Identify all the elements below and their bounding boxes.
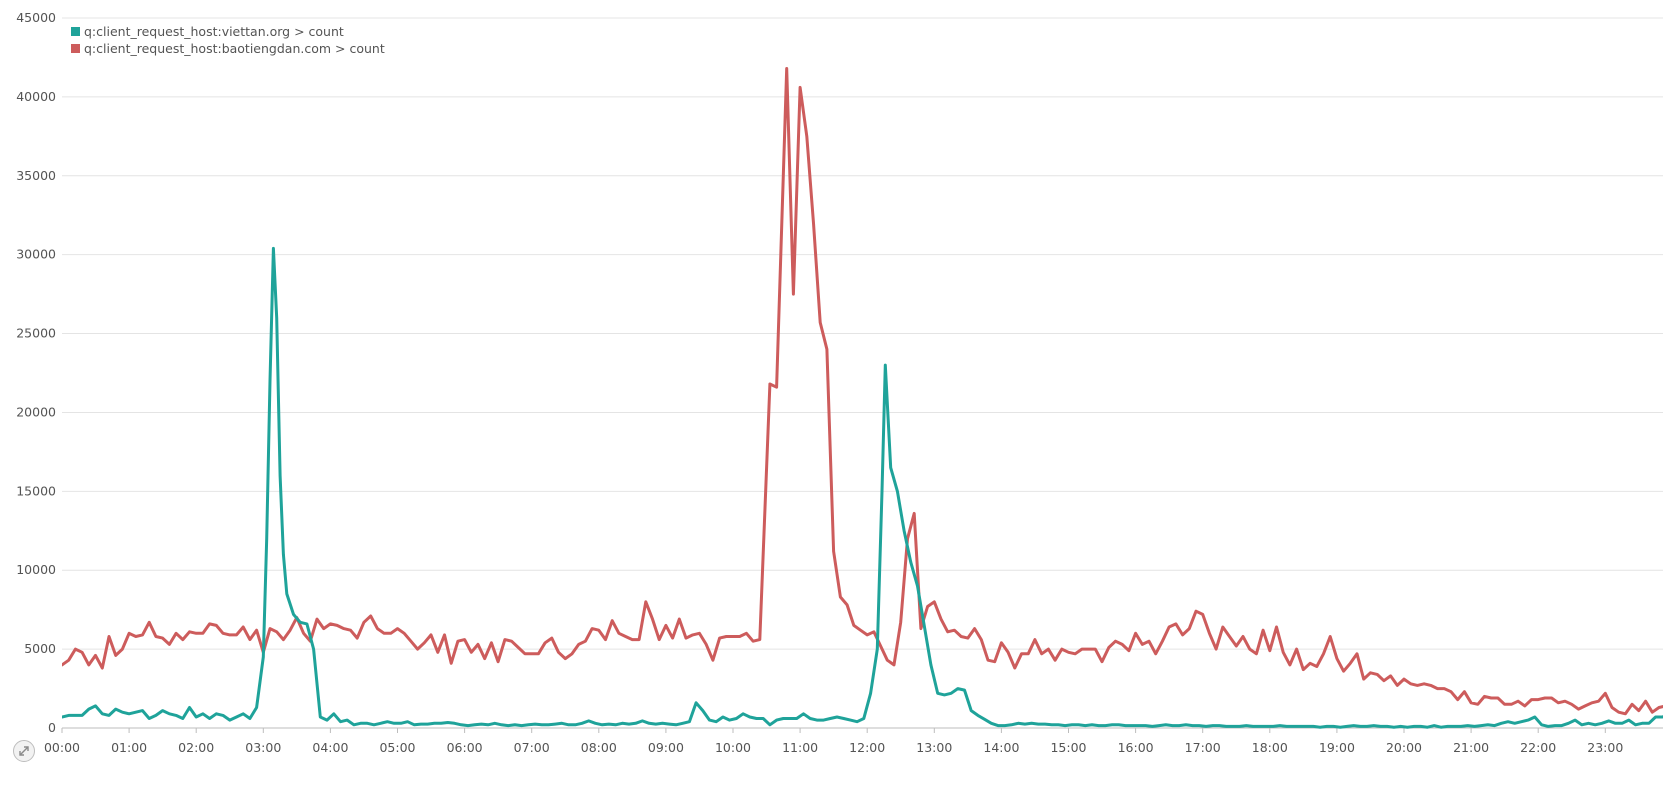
legend-label[interactable]: q:client_request_host:viettan.org > coun… bbox=[84, 24, 344, 39]
y-tick-label: 30000 bbox=[16, 247, 56, 262]
y-tick-label: 0 bbox=[48, 720, 56, 735]
y-tick-label: 35000 bbox=[16, 168, 56, 183]
x-tick-label: 12:00 bbox=[849, 740, 885, 755]
x-tick-label: 15:00 bbox=[1050, 740, 1086, 755]
x-tick-label: 04:00 bbox=[312, 740, 348, 755]
x-tick-label: 17:00 bbox=[1185, 740, 1221, 755]
x-tick-label: 16:00 bbox=[1118, 740, 1154, 755]
x-tick-label: 07:00 bbox=[514, 740, 550, 755]
series-layer bbox=[62, 67, 1677, 729]
x-tick-label: 21:00 bbox=[1453, 740, 1489, 755]
zoom-icon bbox=[19, 746, 29, 756]
y-tick-label: 25000 bbox=[16, 326, 56, 341]
x-tick-label: 18:00 bbox=[1252, 740, 1288, 755]
y-tick-label: 10000 bbox=[16, 562, 56, 577]
x-tick-label: 01:00 bbox=[111, 740, 147, 755]
legend-swatch[interactable] bbox=[71, 44, 80, 53]
x-tick-label: 23:00 bbox=[1587, 740, 1623, 755]
x-tick-label: 09:00 bbox=[648, 740, 684, 755]
grid: 0 5000 10000 15000 20000 25000 30000 35000 40000… bbox=[16, 10, 1663, 735]
y-tick-label: 20000 bbox=[16, 404, 56, 419]
legend-swatch[interactable] bbox=[71, 27, 80, 36]
x-tick-label: 10:00 bbox=[715, 740, 751, 755]
y-tick-label: 45000 bbox=[16, 10, 56, 25]
x-tick-label: 03:00 bbox=[245, 740, 281, 755]
legend-label[interactable]: q:client_request_host:baotiengdan.com > … bbox=[84, 41, 385, 56]
x-tick-label: 06:00 bbox=[447, 740, 483, 755]
x-tick-label: 22:00 bbox=[1520, 740, 1556, 755]
y-tick-label: 15000 bbox=[16, 483, 56, 498]
zoom-reset-button[interactable] bbox=[13, 740, 35, 762]
x-tick-label: 20:00 bbox=[1386, 740, 1422, 755]
series-line-0[interactable] bbox=[62, 246, 1677, 729]
x-axis: 00:00 01:00 02:00 03:00 04:00 05:00 06:00 07:00… bbox=[44, 728, 1623, 755]
x-tick-label: 19:00 bbox=[1319, 740, 1355, 755]
x-tick-label: 00:00 bbox=[44, 740, 80, 755]
y-tick-label: 40000 bbox=[16, 89, 56, 104]
legend[interactable]: q:client_request_host:viettan.org > coun… bbox=[71, 24, 385, 56]
series-line-1[interactable] bbox=[62, 67, 1677, 716]
x-tick-label: 08:00 bbox=[581, 740, 617, 755]
x-tick-label: 02:00 bbox=[178, 740, 214, 755]
y-tick-label: 5000 bbox=[24, 641, 56, 656]
x-tick-label: 13:00 bbox=[916, 740, 952, 755]
x-tick-label: 14:00 bbox=[983, 740, 1019, 755]
x-tick-label: 05:00 bbox=[379, 740, 415, 755]
x-tick-label: 11:00 bbox=[782, 740, 818, 755]
